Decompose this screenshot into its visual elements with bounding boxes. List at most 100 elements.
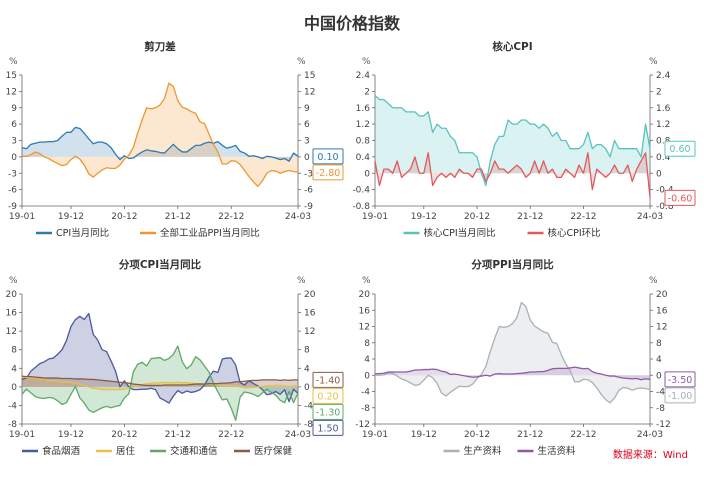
series-area-2 (22, 83, 298, 187)
series-line-3 (21, 345, 299, 421)
y-tick-label-left: 9 (11, 104, 17, 114)
series-area-1 (22, 127, 298, 162)
y-tick-label-right: -0.8 (656, 202, 674, 212)
right-axis-unit: % (649, 276, 658, 286)
y-tick-label-left: 12 (6, 87, 17, 97)
y-tick-label-right: -4 (304, 401, 313, 411)
end-value-box (664, 371, 696, 388)
end-value-box (312, 164, 344, 181)
y-tick-label-right: 20 (656, 290, 668, 300)
x-tick-label: 19-01 (362, 212, 388, 222)
x-tick-label: 19-12 (58, 430, 84, 440)
series-line-1 (21, 126, 299, 162)
end-value-box (312, 403, 344, 420)
y-tick-label-right: 12 (304, 87, 315, 97)
x-tick-label: 19-12 (411, 212, 437, 222)
y-tick-label-left: -3 (8, 169, 17, 179)
y-tick-label-left: 3 (11, 137, 17, 147)
y-tick-label-right: 0 (656, 169, 662, 179)
y-tick-label-left: 12 (6, 327, 17, 337)
x-tick-label: 22-12 (570, 430, 596, 440)
x-tick-label: 21-12 (165, 212, 191, 222)
x-tick-label: 22-12 (218, 212, 244, 222)
y-tick-label-left: 1.2 (356, 120, 370, 130)
y-tick-label-right: 2 (656, 87, 662, 97)
y-tick-label-right: 4 (656, 355, 662, 365)
end-value-label: 1.50 (317, 423, 338, 434)
y-tick-label-right: 0 (304, 153, 310, 163)
x-tick-label: 20-12 (111, 430, 137, 440)
legend-label: 医疗保健 (254, 445, 293, 457)
y-tick-label-left: -8 (361, 404, 370, 414)
series-area-1 (375, 302, 650, 403)
series-line-1 (375, 301, 651, 404)
y-tick-label-right: -9 (304, 202, 313, 212)
end-value-box (664, 189, 696, 206)
y-tick-label-right: 8 (304, 346, 310, 356)
x-tick-label: 24-03 (285, 430, 311, 440)
chart-panel-4: 分项PPI当月同比% %-12-8-4048121620-12-8-4048121… (355, 258, 696, 457)
y-tick-label-left: 2.4 (356, 71, 371, 81)
end-value-label: 0.20 (317, 391, 338, 402)
y-tick-label-left: -4 (8, 401, 17, 411)
legend-label: 核心CPI环比 (548, 227, 601, 239)
source-note: 数据来源：Wind (612, 450, 688, 461)
right-axis-unit: % (297, 57, 306, 67)
left-axis-unit: % (9, 276, 18, 286)
y-tick-label-left: -6 (8, 186, 17, 196)
left-axis-unit: % (9, 57, 18, 67)
y-tick-label-left: 15 (6, 71, 17, 81)
y-tick-label-left: -0.8 (352, 202, 370, 212)
x-tick-label: 19-01 (362, 430, 388, 440)
y-tick-label-left: 4 (11, 364, 17, 374)
x-tick-label: 20-12 (464, 430, 490, 440)
y-tick-label-left: -8 (8, 420, 17, 430)
y-tick-label-right: 6 (304, 120, 310, 130)
end-value-box (312, 371, 344, 388)
end-value-label: -1.40 (316, 375, 341, 386)
end-value-label: -1.30 (316, 407, 341, 418)
y-tick-label-right: 16 (656, 306, 668, 316)
x-tick-label: 24-03 (637, 430, 663, 440)
end-value-box (312, 419, 344, 436)
y-tick-label-right: 8 (656, 339, 662, 349)
y-tick-label-right: 0 (656, 371, 662, 381)
y-tick-label-right: 9 (304, 104, 310, 114)
y-tick-label-right: 1.2 (656, 120, 670, 130)
y-tick-label-right: 12 (656, 323, 667, 333)
y-tick-label-right: 0 (304, 383, 310, 393)
chart-title: 剪刀差 (144, 40, 176, 53)
y-tick-label-right: 12 (304, 327, 315, 337)
x-tick-label: 20-12 (464, 212, 490, 222)
series-line-4 (21, 375, 298, 387)
chart-title: 分项CPI当月同比 (119, 258, 202, 271)
y-tick-label-right: 4 (304, 364, 310, 374)
y-tick-label-left: 16 (6, 309, 18, 319)
end-value-label: -0.60 (668, 193, 693, 204)
x-tick-label: 19-01 (9, 430, 35, 440)
y-tick-label-left: 4 (364, 355, 370, 365)
y-tick-label-right: 20 (304, 290, 316, 300)
y-tick-label-right: -8 (304, 420, 313, 430)
y-tick-label-left: 16 (359, 306, 371, 316)
right-axis-unit: % (649, 57, 658, 67)
x-tick-label: 22-12 (218, 430, 244, 440)
legend-label: 交通和通信 (170, 445, 218, 457)
end-value-label: 0.10 (317, 152, 338, 163)
y-tick-label-left: 6 (11, 120, 17, 130)
y-tick-label-right: -8 (656, 404, 665, 414)
chart-panel-2: 核心CPI%%-0.8-0.400.40.81.21.622.4-0.8-0.4… (352, 40, 696, 239)
y-tick-label-left: 0 (11, 153, 17, 163)
y-tick-label-right: 3 (304, 137, 310, 147)
y-tick-label-left: 12 (359, 323, 370, 333)
end-value-box (312, 148, 344, 165)
series-line-1 (21, 312, 299, 404)
y-tick-label-right: 15 (304, 71, 315, 81)
legend-label: 生活资料 (538, 445, 577, 457)
right-axis-unit: % (297, 276, 306, 286)
end-value-box (664, 387, 696, 404)
end-value-label: -3.50 (668, 375, 693, 386)
chart-title: 核心CPI (492, 40, 532, 53)
x-tick-label: 24-03 (637, 212, 663, 222)
